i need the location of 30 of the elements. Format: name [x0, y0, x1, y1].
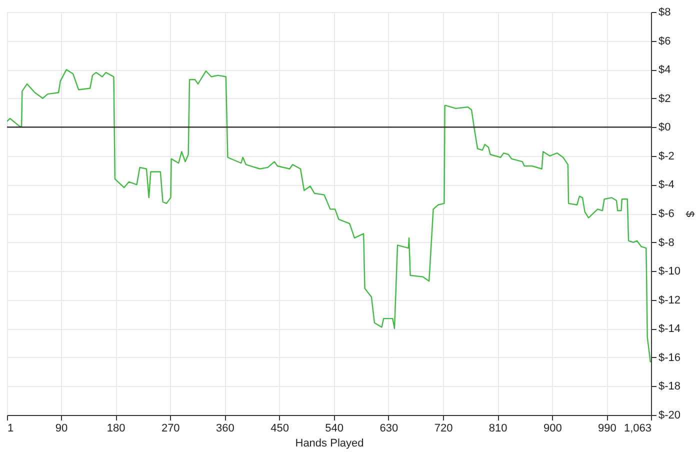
y-tick-label: $6: [658, 35, 671, 48]
x-axis-title: Hands Played: [295, 438, 364, 450]
x-tick-label: 1: [8, 422, 14, 434]
y-tick-label: $4: [658, 64, 671, 76]
y-tick-label: $-14: [658, 323, 681, 336]
x-tick-label: 720: [434, 422, 453, 434]
x-tick-label: 1,063: [624, 422, 652, 434]
y-tick-label: $-2: [658, 150, 674, 162]
y-tick-label: $2: [658, 92, 671, 105]
y-tick-label: $-12: [658, 294, 681, 306]
x-tick-label: 270: [161, 422, 180, 434]
y-tick-label: $8: [658, 6, 671, 18]
y-tick-label: $-16: [658, 352, 681, 364]
y-tick-label: $-20: [658, 410, 681, 422]
x-tick-label: 990: [598, 422, 616, 434]
x-tick-label: 630: [380, 422, 398, 434]
y-tick-label: $-6: [658, 208, 674, 220]
x-tick-label: 540: [325, 422, 344, 434]
x-tick-label: 900: [543, 422, 562, 434]
y-tick-label: $-8: [658, 236, 674, 249]
y-tick-label: $-18: [658, 380, 681, 393]
x-tick-label: 180: [106, 422, 126, 434]
x-tick-label: 90: [55, 422, 68, 434]
y-tick-label: $-4: [658, 179, 674, 192]
x-tick-label: 450: [270, 422, 289, 434]
y-axis-title: $: [684, 210, 696, 218]
y-tick-label: $-10: [658, 266, 681, 278]
x-tick-label: 810: [488, 422, 508, 434]
y-tick-label: $0: [658, 122, 671, 134]
x-tick-label: 360: [216, 422, 234, 434]
